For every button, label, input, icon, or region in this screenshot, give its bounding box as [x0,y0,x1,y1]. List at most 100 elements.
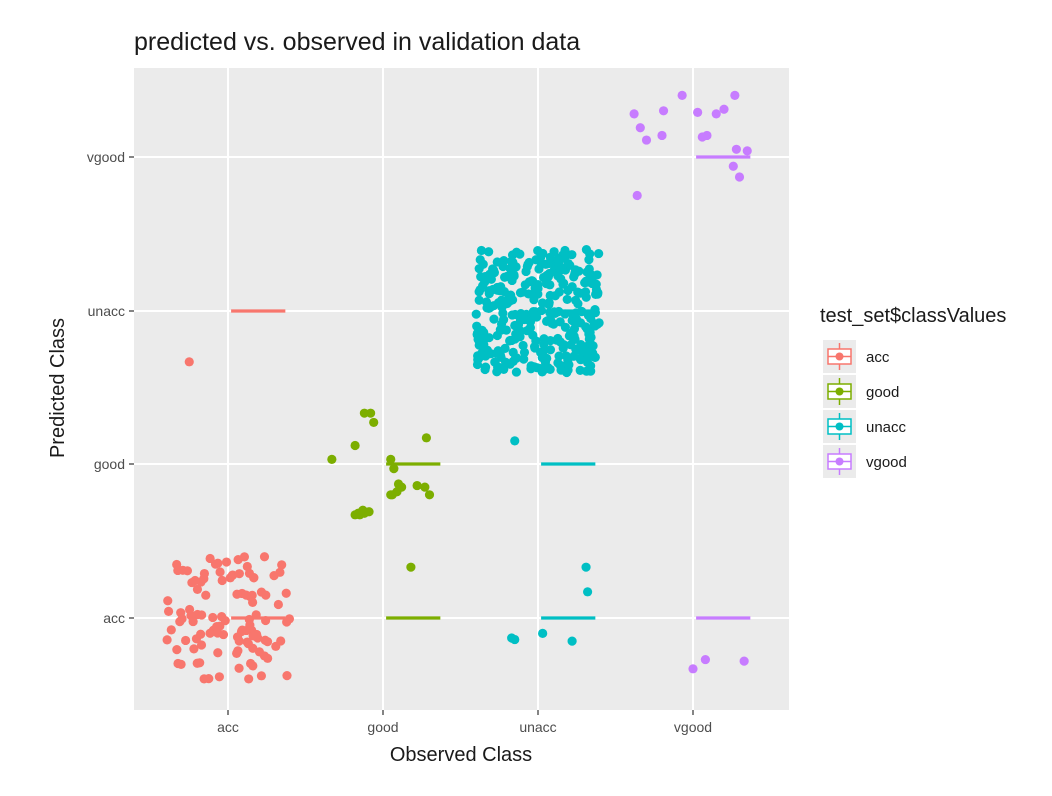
data-point-unacc [474,353,484,364]
data-point-unacc [486,274,496,284]
data-point-vgood [693,107,703,117]
data-point-unacc [560,322,571,332]
legend-item-vgood: vgood [823,445,907,478]
data-point-vgood [629,109,639,119]
data-point-unacc [581,366,592,376]
data-point-unacc [553,254,563,264]
data-point-unacc [524,257,534,268]
data-point-acc [184,604,195,615]
data-point-good [350,440,360,451]
data-point-acc [273,599,283,610]
data-point-vgood [719,104,729,114]
data-point-good [392,487,402,497]
data-point-unacc [498,261,508,272]
data-point-unacc [485,302,496,312]
x-axis-ticks: acc good unacc vgood [217,710,712,735]
data-point-acc [247,590,257,600]
data-point-unacc [480,333,491,343]
data-point-good [369,417,379,428]
data-point-unacc [545,252,555,262]
data-point-acc [256,587,267,597]
data-point-good [366,408,376,418]
data-point-acc [215,567,225,577]
data-point-unacc [518,340,528,351]
data-point-unacc [539,334,549,344]
data-point-unacc [519,354,529,364]
data-point-acc [234,636,244,646]
data-point-unacc [501,357,511,367]
panel-background [134,68,789,710]
data-point-good [353,508,363,518]
data-point-acc [263,653,273,663]
data-point-unacc [575,318,586,328]
data-point-unacc [556,365,566,375]
data-point-acc [192,584,203,594]
data-point-unacc [537,298,548,308]
data-point-acc [163,606,174,616]
data-point-unacc [499,286,509,297]
legend-key-point [835,422,844,431]
data-point-unacc [528,307,538,317]
legend-title: test_set$classValues [820,305,1006,327]
data-point-unacc [554,287,564,297]
data-point-unacc [492,330,502,341]
legend-key-point [835,387,844,396]
legend-item-good: good [823,375,899,408]
legend-item-unacc: unacc [823,410,907,443]
data-point-unacc [507,275,517,286]
data-point-vgood [734,172,745,182]
x-tick-label-good: good [367,719,398,735]
data-point-unacc [555,337,566,347]
data-point-acc [195,658,205,668]
data-point-unacc [591,279,601,289]
data-point-unacc [507,633,517,643]
legend-key-point [835,457,844,466]
data-point-acc [214,672,224,682]
data-point-vgood [641,135,652,145]
data-point-acc [249,573,259,583]
data-point-unacc [529,362,539,372]
data-point-acc [232,589,242,599]
data-point-unacc [537,353,547,363]
data-point-unacc [561,351,571,361]
data-point-unacc [586,332,596,342]
data-point-unacc [515,315,526,325]
data-point-unacc [573,299,583,309]
data-point-acc [181,635,191,646]
plot-panel [134,68,789,710]
data-point-acc [204,674,214,684]
data-point-unacc [556,274,566,284]
y-tick-label-good: good [94,456,125,472]
data-point-good [406,562,416,572]
data-point-unacc [530,343,540,353]
data-point-acc [234,663,244,673]
data-point-unacc [496,295,507,305]
data-point-acc [281,588,291,598]
data-point-unacc [529,295,539,305]
data-point-unacc [478,259,488,269]
data-point-acc [176,659,186,669]
data-point-acc [197,610,207,620]
data-point-unacc [580,278,590,288]
data-point-acc [243,639,253,649]
y-axis-ticks: acc good unacc vgood [87,149,134,626]
data-point-acc [201,590,211,600]
data-point-unacc [581,245,592,255]
legend-label-acc: acc [866,349,890,366]
data-point-unacc [544,268,555,279]
data-point-acc [244,674,254,684]
data-point-unacc [564,360,574,370]
data-point-acc [282,671,292,681]
data-point-acc [233,554,243,565]
data-point-unacc [511,247,522,257]
data-point-unacc [562,294,572,305]
data-point-unacc [593,289,603,299]
data-point-unacc [508,257,518,267]
data-point-acc [234,569,244,579]
data-point-good [327,454,337,464]
chart-title: predicted vs. observed in validation dat… [134,28,580,56]
data-point-unacc [489,314,499,324]
data-point-acc [212,628,223,638]
data-point-unacc [481,351,491,361]
data-point-acc [177,614,187,624]
